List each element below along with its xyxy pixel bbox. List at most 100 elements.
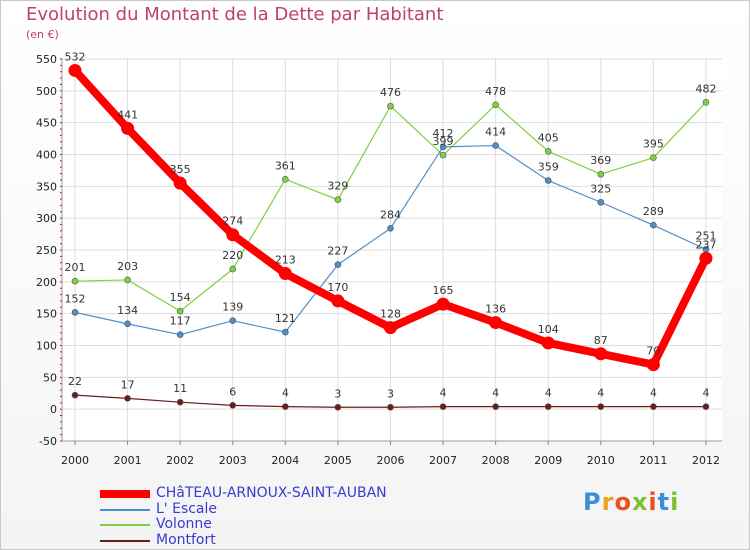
legend-swatch (100, 508, 150, 511)
x-tick-label: 2006 (376, 454, 404, 467)
data-label: 3 (334, 387, 341, 400)
data-point (71, 391, 79, 399)
data-label: 329 (327, 180, 348, 193)
data-label: 220 (222, 249, 243, 262)
x-tick-label: 2005 (324, 454, 352, 467)
x-tick-label: 2011 (639, 454, 667, 467)
chart-title: Evolution du Montant de la Dette par Hab… (26, 4, 444, 25)
data-label: 139 (222, 301, 243, 314)
data-label: 478 (485, 85, 506, 98)
legend-label: L' Escale (156, 500, 218, 517)
data-point (597, 198, 605, 206)
x-tick-label: 2010 (587, 454, 615, 467)
data-label: 11 (173, 382, 187, 395)
data-label: 134 (117, 304, 138, 317)
data-point (124, 320, 131, 328)
x-tick-label: 2008 (482, 454, 510, 467)
data-point (331, 294, 345, 308)
data-point (439, 143, 447, 151)
x-tick-label: 2004 (271, 454, 299, 467)
data-point (71, 277, 79, 285)
data-point (544, 148, 552, 155)
logo-letter: P (583, 488, 602, 516)
logo-letter: t (657, 488, 671, 516)
data-point (226, 228, 240, 242)
data-point (699, 251, 713, 265)
y-tick-label: 350 (36, 180, 57, 193)
x-tick-label: 2001 (114, 454, 142, 467)
data-label: 361 (275, 159, 296, 172)
y-tick-label: 550 (36, 53, 57, 66)
data-label: 284 (380, 208, 401, 221)
data-label: 154 (170, 291, 191, 304)
data-label: 441 (117, 108, 138, 121)
y-tick-label: 0 (50, 403, 57, 416)
data-point (597, 403, 605, 410)
data-label: 4 (702, 387, 709, 400)
data-label: 237 (695, 238, 716, 251)
data-point (176, 331, 184, 338)
data-point (387, 403, 394, 411)
data-point (544, 177, 552, 184)
data-label: 4 (492, 387, 499, 400)
legend-label: Montfort (156, 531, 216, 548)
logo-letter: i (670, 488, 680, 516)
data-point (492, 403, 499, 410)
data-point (71, 309, 79, 316)
y-tick-label: 100 (36, 340, 57, 353)
data-point (176, 307, 184, 315)
data-label: 476 (380, 86, 401, 99)
data-label: 369 (590, 154, 611, 167)
y-tick-label: 500 (36, 85, 57, 98)
data-label: 203 (117, 260, 138, 273)
data-point (597, 170, 605, 178)
data-label: 201 (65, 261, 86, 274)
data-label: 165 (433, 284, 454, 297)
data-label: 22 (68, 375, 82, 388)
y-tick-label: 400 (36, 149, 57, 162)
data-label: 4 (440, 387, 447, 400)
data-label: 136 (485, 303, 506, 316)
data-point (650, 221, 657, 229)
legend-label: CHâTEAU-ARNOUX-SAINT-AUBAN (156, 485, 387, 501)
data-point (282, 176, 289, 183)
data-point (229, 402, 237, 409)
unit-label: (en €) (26, 28, 59, 41)
y-tick-label: 150 (36, 308, 57, 321)
logo-letter: x (631, 488, 649, 516)
data-label: 274 (222, 215, 243, 228)
data-label: 405 (538, 131, 559, 144)
logo-letter: o (614, 488, 632, 516)
data-label: 4 (650, 387, 657, 400)
data-point (229, 265, 237, 273)
data-label: 359 (538, 161, 559, 174)
data-point (278, 267, 292, 281)
data-point (650, 154, 657, 161)
legend-swatch (100, 539, 150, 542)
data-point (387, 102, 394, 110)
data-point (702, 403, 710, 410)
data-label: 482 (695, 82, 716, 95)
data-point (282, 403, 289, 410)
data-point (173, 176, 187, 190)
data-label: 170 (327, 281, 348, 294)
data-point (439, 151, 447, 159)
proxiti-logo: Proxiti (583, 488, 679, 516)
x-tick-label: 2012 (692, 454, 720, 467)
data-point (702, 98, 710, 106)
data-point (492, 101, 499, 109)
y-tick-label: 300 (36, 212, 57, 225)
data-label: 4 (597, 387, 604, 400)
y-tick-label: 50 (43, 371, 57, 384)
data-label: 121 (275, 312, 296, 325)
data-point (121, 121, 135, 135)
data-point (492, 142, 499, 149)
data-point (124, 395, 131, 402)
data-label: 399 (433, 135, 454, 148)
data-point (594, 347, 608, 361)
data-label: 3 (387, 387, 394, 400)
data-label: 395 (643, 138, 664, 151)
data-point (383, 321, 397, 335)
y-tick-label: 250 (36, 244, 57, 257)
